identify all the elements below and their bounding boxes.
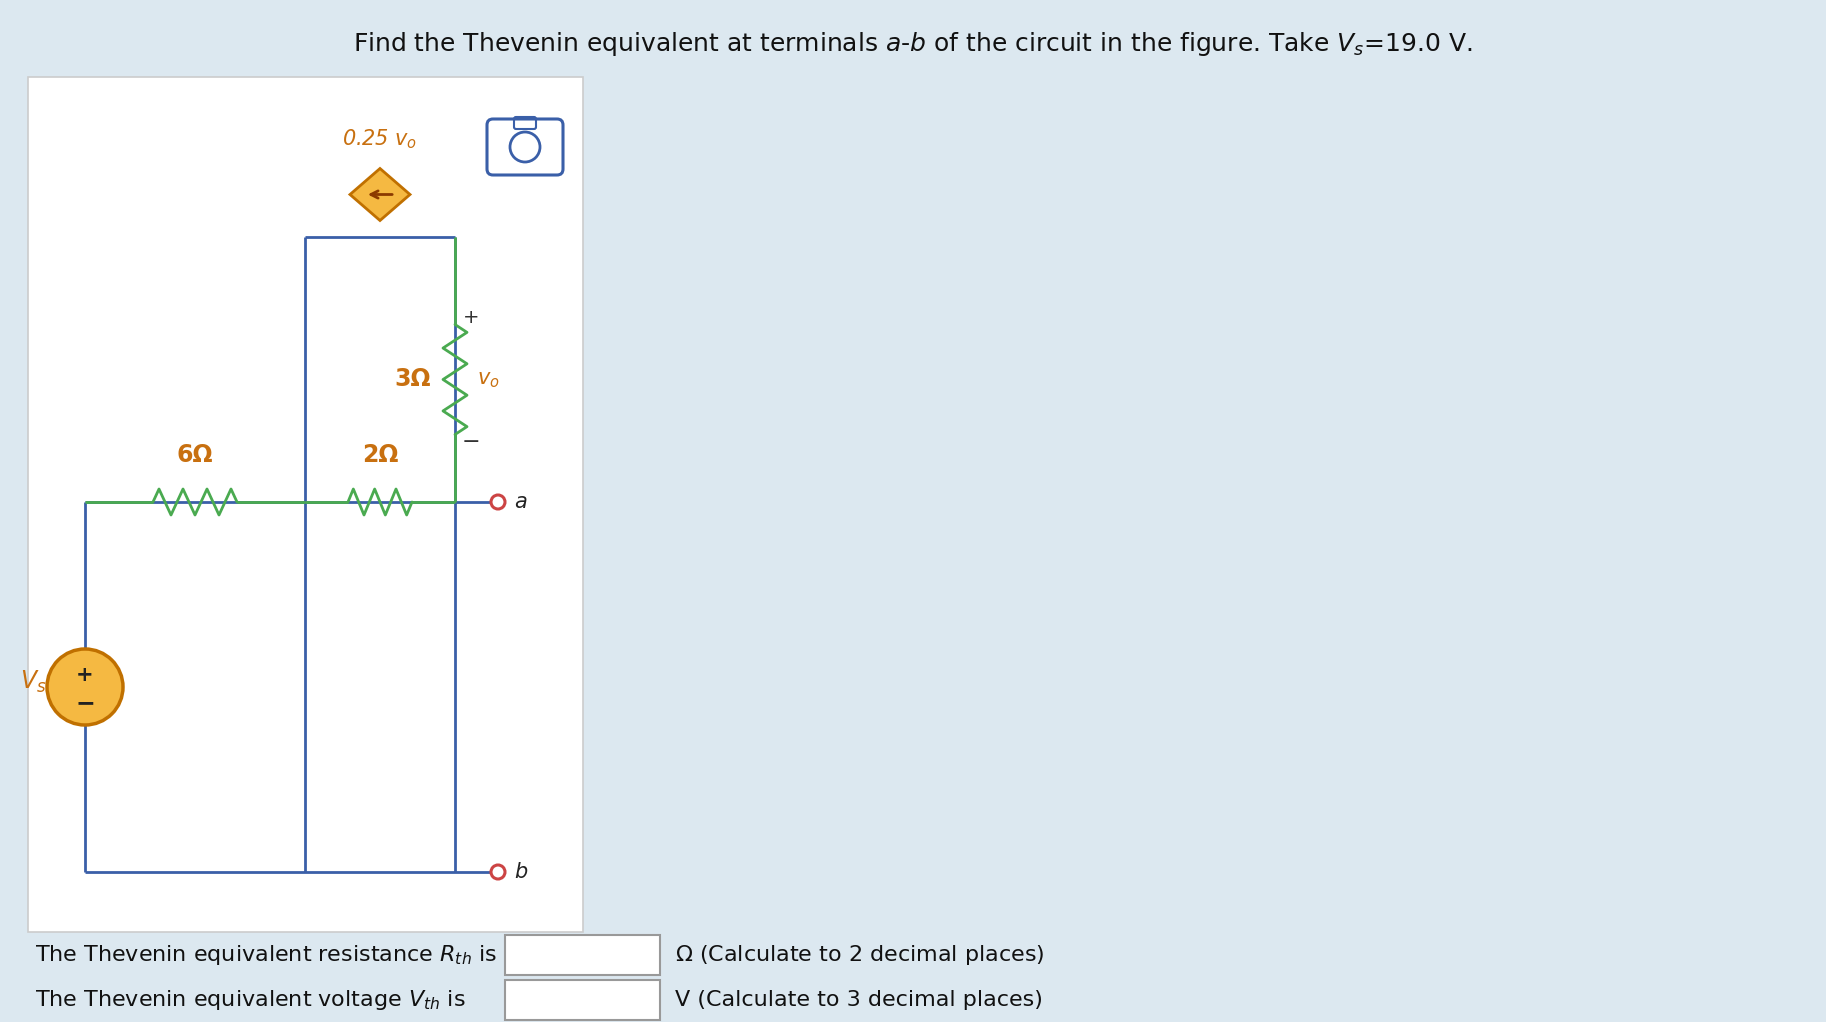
- FancyBboxPatch shape: [506, 980, 659, 1020]
- Circle shape: [491, 495, 506, 509]
- Text: −: −: [462, 431, 480, 452]
- Text: $b$: $b$: [513, 862, 528, 882]
- Circle shape: [47, 649, 122, 725]
- FancyBboxPatch shape: [506, 935, 659, 975]
- Text: +: +: [77, 665, 93, 685]
- Text: V (Calculate to 3 decimal places): V (Calculate to 3 decimal places): [676, 990, 1043, 1010]
- Text: Find the Thevenin equivalent at terminals $a$-$b$ of the circuit in the figure. : Find the Thevenin equivalent at terminal…: [352, 30, 1474, 58]
- Text: 3Ω: 3Ω: [394, 368, 431, 391]
- Polygon shape: [351, 169, 411, 221]
- Text: 6Ω: 6Ω: [177, 443, 214, 467]
- Text: $\Omega$ (Calculate to 2 decimal places): $\Omega$ (Calculate to 2 decimal places): [676, 943, 1044, 967]
- Circle shape: [491, 865, 506, 879]
- Text: $v_o$: $v_o$: [477, 370, 500, 389]
- Text: The Thevenin equivalent voltage $V_{th}$ is: The Thevenin equivalent voltage $V_{th}$…: [35, 988, 466, 1012]
- Text: 0.25 $v_o$: 0.25 $v_o$: [341, 127, 418, 150]
- Text: $a$: $a$: [513, 492, 528, 512]
- Text: The Thevenin equivalent resistance $R_{th}$ is: The Thevenin equivalent resistance $R_{t…: [35, 943, 497, 967]
- Text: +: +: [462, 308, 478, 327]
- Text: 2Ω: 2Ω: [362, 443, 398, 467]
- Text: $V_s$: $V_s$: [20, 669, 46, 695]
- Text: −: −: [75, 691, 95, 715]
- FancyBboxPatch shape: [27, 77, 582, 932]
